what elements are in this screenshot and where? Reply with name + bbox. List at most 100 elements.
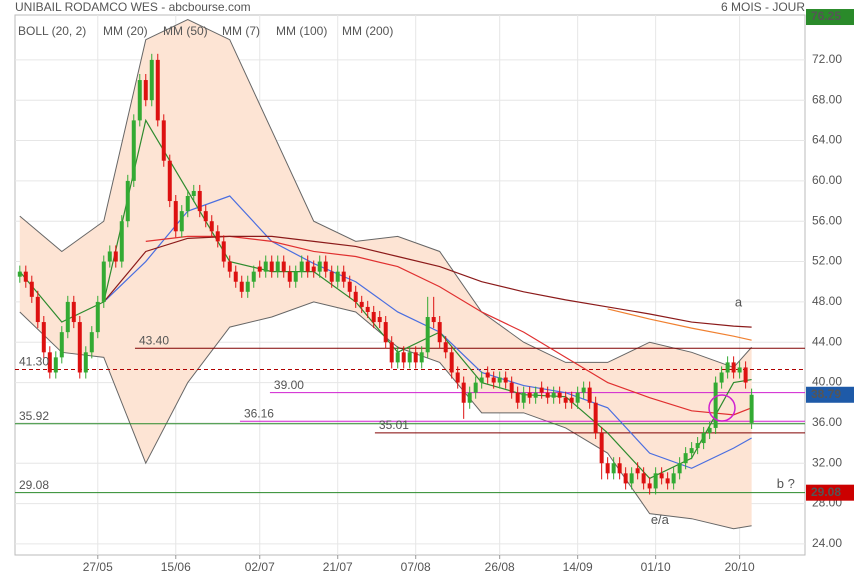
level-label: 29.08 [19,478,49,492]
candle-body [575,392,580,403]
y-tick-label: 56.00 [812,213,842,227]
candle-body [407,352,412,363]
candle-body [749,394,754,423]
candle-body [737,367,742,373]
candle-body [341,271,346,282]
candle-body [707,427,712,433]
annotation: b ? [777,476,795,491]
candle-body [467,392,472,403]
y-tick-label: 32.00 [812,455,842,469]
candle-body [515,392,520,403]
y-tick-label: 48.00 [812,294,842,308]
plot-frame [14,14,806,556]
candle-body [485,372,490,378]
legend-item: MM (200) [342,24,393,38]
candle-body [221,241,226,262]
candle-body [689,448,694,454]
candle-body [551,392,556,398]
candle-body [245,281,250,292]
candle-body [473,382,478,393]
y-tick-label: 64.00 [812,133,842,147]
candle-body [233,271,238,282]
candle-body [743,367,748,383]
candle-body [533,392,538,398]
candle-body [701,432,706,444]
candle-body [59,332,64,358]
candle-body [353,291,358,302]
y-tick-label: 24.00 [812,536,842,550]
band-layer [19,18,752,530]
x-tick-label: 20/10 [725,560,755,574]
bollinger-upper [19,18,752,369]
candle-body [383,322,388,343]
level-label: 41.30 [19,355,49,369]
candle-body [671,473,676,484]
candle-body [377,317,382,323]
candle-body [437,322,442,343]
candle-body [113,251,118,262]
candle-body [431,317,436,323]
legend-item: MM (20) [103,24,148,38]
candle-body [401,352,406,363]
candle-body [653,473,658,489]
candle-body [587,387,592,403]
candle-body [395,352,400,363]
price-label: 29.08 [811,485,841,499]
candle-body [593,402,598,433]
y-tick-label: 72.00 [812,52,842,66]
x-tick-label: 07/08 [401,560,431,574]
level-label: 36.16 [244,406,274,420]
candle-body [479,377,484,383]
candle-body [107,251,112,262]
candle-body [143,80,148,101]
candle-body [539,387,544,393]
annotation: e/a [651,512,670,527]
candle-body [521,392,526,403]
x-tick-label: 02/07 [245,560,275,574]
candle-body [611,463,616,474]
candle-body [365,306,370,312]
candle-body [29,281,34,297]
candle-body [629,473,634,484]
y-tick-label: 44.00 [812,334,842,348]
price-box [806,9,854,26]
candle-body [263,261,268,272]
candle-body [191,190,196,197]
candle-body [455,372,460,383]
candle-body [71,301,76,323]
candle-body [53,357,58,373]
x-tick-label: 01/10 [641,560,671,574]
candle-body [197,190,202,212]
candle-body [137,80,142,121]
candle-body [167,160,172,202]
candle-body [125,180,130,222]
level-label: 35.01 [379,418,409,432]
level-label: 39.00 [274,378,304,392]
period: 6 MOIS - JOUR [721,0,805,14]
candle-body [77,322,82,373]
level-label: 43.40 [139,333,169,347]
candle-body [725,362,730,373]
x-tick-label: 21/07 [323,560,353,574]
candle-body [65,301,70,333]
candle-body [47,352,52,373]
level-label: 35.92 [19,409,49,423]
candle-body [545,392,550,398]
y-tick-label: 52.00 [812,254,842,268]
legend-item: MM (100) [276,24,327,38]
candle-body [719,372,724,383]
candle-body [299,261,304,272]
moving-average [607,308,752,341]
y-tick-label: 68.00 [812,92,842,106]
candle-body [635,468,640,474]
candle-body [599,432,604,464]
candle-body [443,342,448,353]
x-tick-label: 15/06 [161,560,191,574]
candle-body [695,443,700,449]
candle-body [677,463,682,474]
candle-body [239,281,244,292]
candle-body [557,392,562,398]
candle-body [131,120,136,181]
candle-body [563,397,568,403]
